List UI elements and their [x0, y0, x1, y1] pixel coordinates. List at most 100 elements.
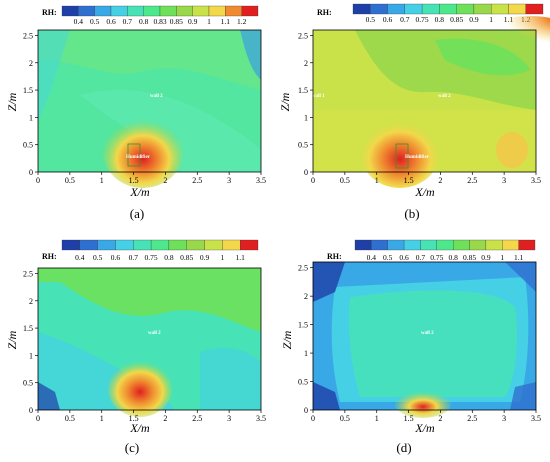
colorbar: RH: 0.50.60.70.750.80.850.911.11.2: [317, 3, 544, 24]
colorbar-level-label: 0.75: [430, 253, 443, 262]
x-tick-label: 3: [502, 176, 506, 185]
x-tick-label: 0.5: [65, 176, 75, 185]
label-humidifier: Humidifier: [126, 155, 151, 160]
colorbar-swatch: [143, 5, 161, 17]
colorbar-level-label: 0.4: [74, 17, 84, 26]
x-tick-label: 3.5: [531, 414, 541, 423]
colorbar-title: RH:: [327, 252, 342, 261]
colorbar-swatch: [79, 239, 98, 251]
colorbar: RH: 0.4 0.5 0.6 0.7 0.8 0.83 0.85 0.9 1 1.1 1.2: [42, 5, 259, 26]
colorbar-level-label: 0.75: [416, 15, 429, 24]
colorbar-level-label: 0.8: [448, 253, 458, 262]
colorbar-swatch: [110, 5, 128, 17]
x-tick-label: 0: [311, 176, 315, 185]
colorbar-swatch: [508, 3, 526, 15]
y-tick-label: 1.5: [298, 86, 308, 95]
colorbar-swatch: [204, 239, 223, 251]
plot-frame: [37, 29, 262, 173]
x-tick-label: 0.5: [340, 176, 350, 185]
colorbar-swatch: [222, 239, 241, 251]
chart-panel-c: RH: 0.4 0.5 0.6 0.7 0.75 0.8 0.85 0.9 1 1.1 wall …: [0, 232, 275, 435]
x-tick-label: 2.5: [192, 414, 202, 423]
colorbar-swatches: [354, 239, 536, 251]
colorbar-swatch: [61, 5, 79, 17]
x-tick-label: 1.5: [404, 176, 414, 185]
colorbar-swatch: [186, 239, 205, 251]
colorbar-title: RH:: [317, 8, 332, 17]
caption-c: (c): [124, 440, 140, 455]
colorbar-level-label: 1.1: [514, 253, 524, 262]
y-tick-label: 1.5: [23, 324, 33, 333]
colorbar-swatches: [352, 3, 544, 15]
colorbar-level-label: 1: [220, 253, 224, 262]
corner-top-left: [313, 262, 345, 302]
colorbar-swatch: [133, 239, 152, 251]
colorbar-swatches: [61, 5, 259, 17]
colorbar-swatch: [403, 239, 421, 251]
colorbar-swatch: [456, 3, 475, 15]
y-tick-label: 2: [304, 292, 308, 301]
y-axis-label: Z/m: [278, 92, 292, 111]
colorbar-level-label: 1.2: [237, 17, 247, 26]
y-axis-ticks: 0 0.5 1 1.5 2 2.5: [23, 31, 38, 177]
y-tick-label: 1.5: [298, 321, 308, 330]
colorbar-swatch: [159, 5, 177, 17]
chart-panel-b: RH: 0.50.60.70.750.80.850.911.11.2 wall …: [275, 0, 550, 200]
y-tick-label: 1: [29, 113, 33, 122]
label-wall-2: wall 2: [150, 94, 163, 99]
colorbar-level-label: 0.85: [450, 15, 463, 24]
y-tick-label: 0.5: [298, 378, 308, 387]
colorbar-swatch: [469, 239, 487, 251]
x-tick-label: 2: [163, 414, 167, 423]
colorbar-level-label: 0.85: [170, 17, 183, 26]
colorbar-level-label: 1: [489, 15, 493, 24]
y-tick-label: 0: [29, 168, 33, 177]
y-axis-label: Z/m: [280, 330, 294, 349]
colorbar-level-label: 1: [500, 253, 504, 262]
x-tick-label: 3: [502, 414, 506, 423]
colorbar-labels: 0.4 0.5 0.6 0.7 0.75 0.8 0.85 0.9 1 1.1: [367, 253, 524, 262]
colorbar-level-label: 0.9: [200, 253, 210, 262]
colorbar-swatch: [404, 3, 423, 15]
contour-lower-right: [200, 347, 261, 410]
plot-area: wall 2: [312, 261, 537, 418]
x-axis-ticks: 0 0.5 1 1.5 2 2.5 3 3.5: [36, 410, 266, 423]
colorbar-level-label: 0.4: [75, 253, 85, 262]
colorbar-level-label: 0.5: [383, 253, 393, 262]
contour-left: [38, 30, 70, 120]
x-tick-label: 1: [375, 414, 379, 423]
contour-upper: [38, 268, 261, 332]
x-tick-label: 0.5: [340, 414, 350, 423]
colorbar-swatch: [97, 239, 116, 251]
y-tick-label: 0: [304, 168, 308, 177]
colorbar-level-label: 1: [207, 17, 211, 26]
colorbar-level-label: 0.5: [366, 15, 376, 24]
corner-bottom-right: [510, 382, 536, 410]
colorbar-swatch: [150, 239, 170, 251]
colorbar-level-label: 0.6: [399, 253, 409, 262]
x-axis-ticks: 0 0.5 1 1.5 2 2.5 3 3.5: [36, 172, 266, 185]
plot-area: wall 2 Humidifier: [37, 29, 262, 188]
colorbar-swatch: [387, 3, 405, 15]
x-axis-label: X/m: [129, 421, 150, 435]
x-tick-label: 3.5: [256, 176, 266, 185]
humidifier-hotspot: [395, 390, 451, 418]
y-axis-ticks: 0 0.5 1 1.5 2 2.5: [298, 31, 313, 177]
y-tick-label: 0.5: [23, 141, 33, 150]
label-wall-1: wall 1: [312, 94, 325, 99]
x-tick-label: 3: [227, 176, 231, 185]
x-axis-ticks: 0 0.5 1 1.5 2 2.5 3 3.5: [311, 410, 541, 423]
label-humidifier: Humidifier: [405, 155, 430, 160]
x-axis-label: X/m: [414, 421, 435, 435]
corner-dry-zone: [38, 382, 60, 410]
contour-right: [240, 30, 261, 80]
x-tick-label: 1.5: [129, 414, 139, 423]
colorbar-level-label: 0.7: [400, 15, 410, 24]
colorbar: RH: 0.4 0.5 0.6 0.7 0.75 0.8 0.85 0.9 1 1.1: [42, 239, 259, 262]
x-axis-label: X/m: [129, 185, 150, 199]
colorbar-level-label: 1.1: [221, 17, 231, 26]
chart-panel-d: RH: 0.4 0.5 0.6 0.7 0.75 0.8 0.85 0.9 1 1.1 wall …: [275, 232, 550, 435]
y-tick-label: 2: [29, 59, 33, 68]
y-tick-label: 2.5: [298, 264, 308, 273]
colorbar-level-label: 0.8: [139, 17, 149, 26]
